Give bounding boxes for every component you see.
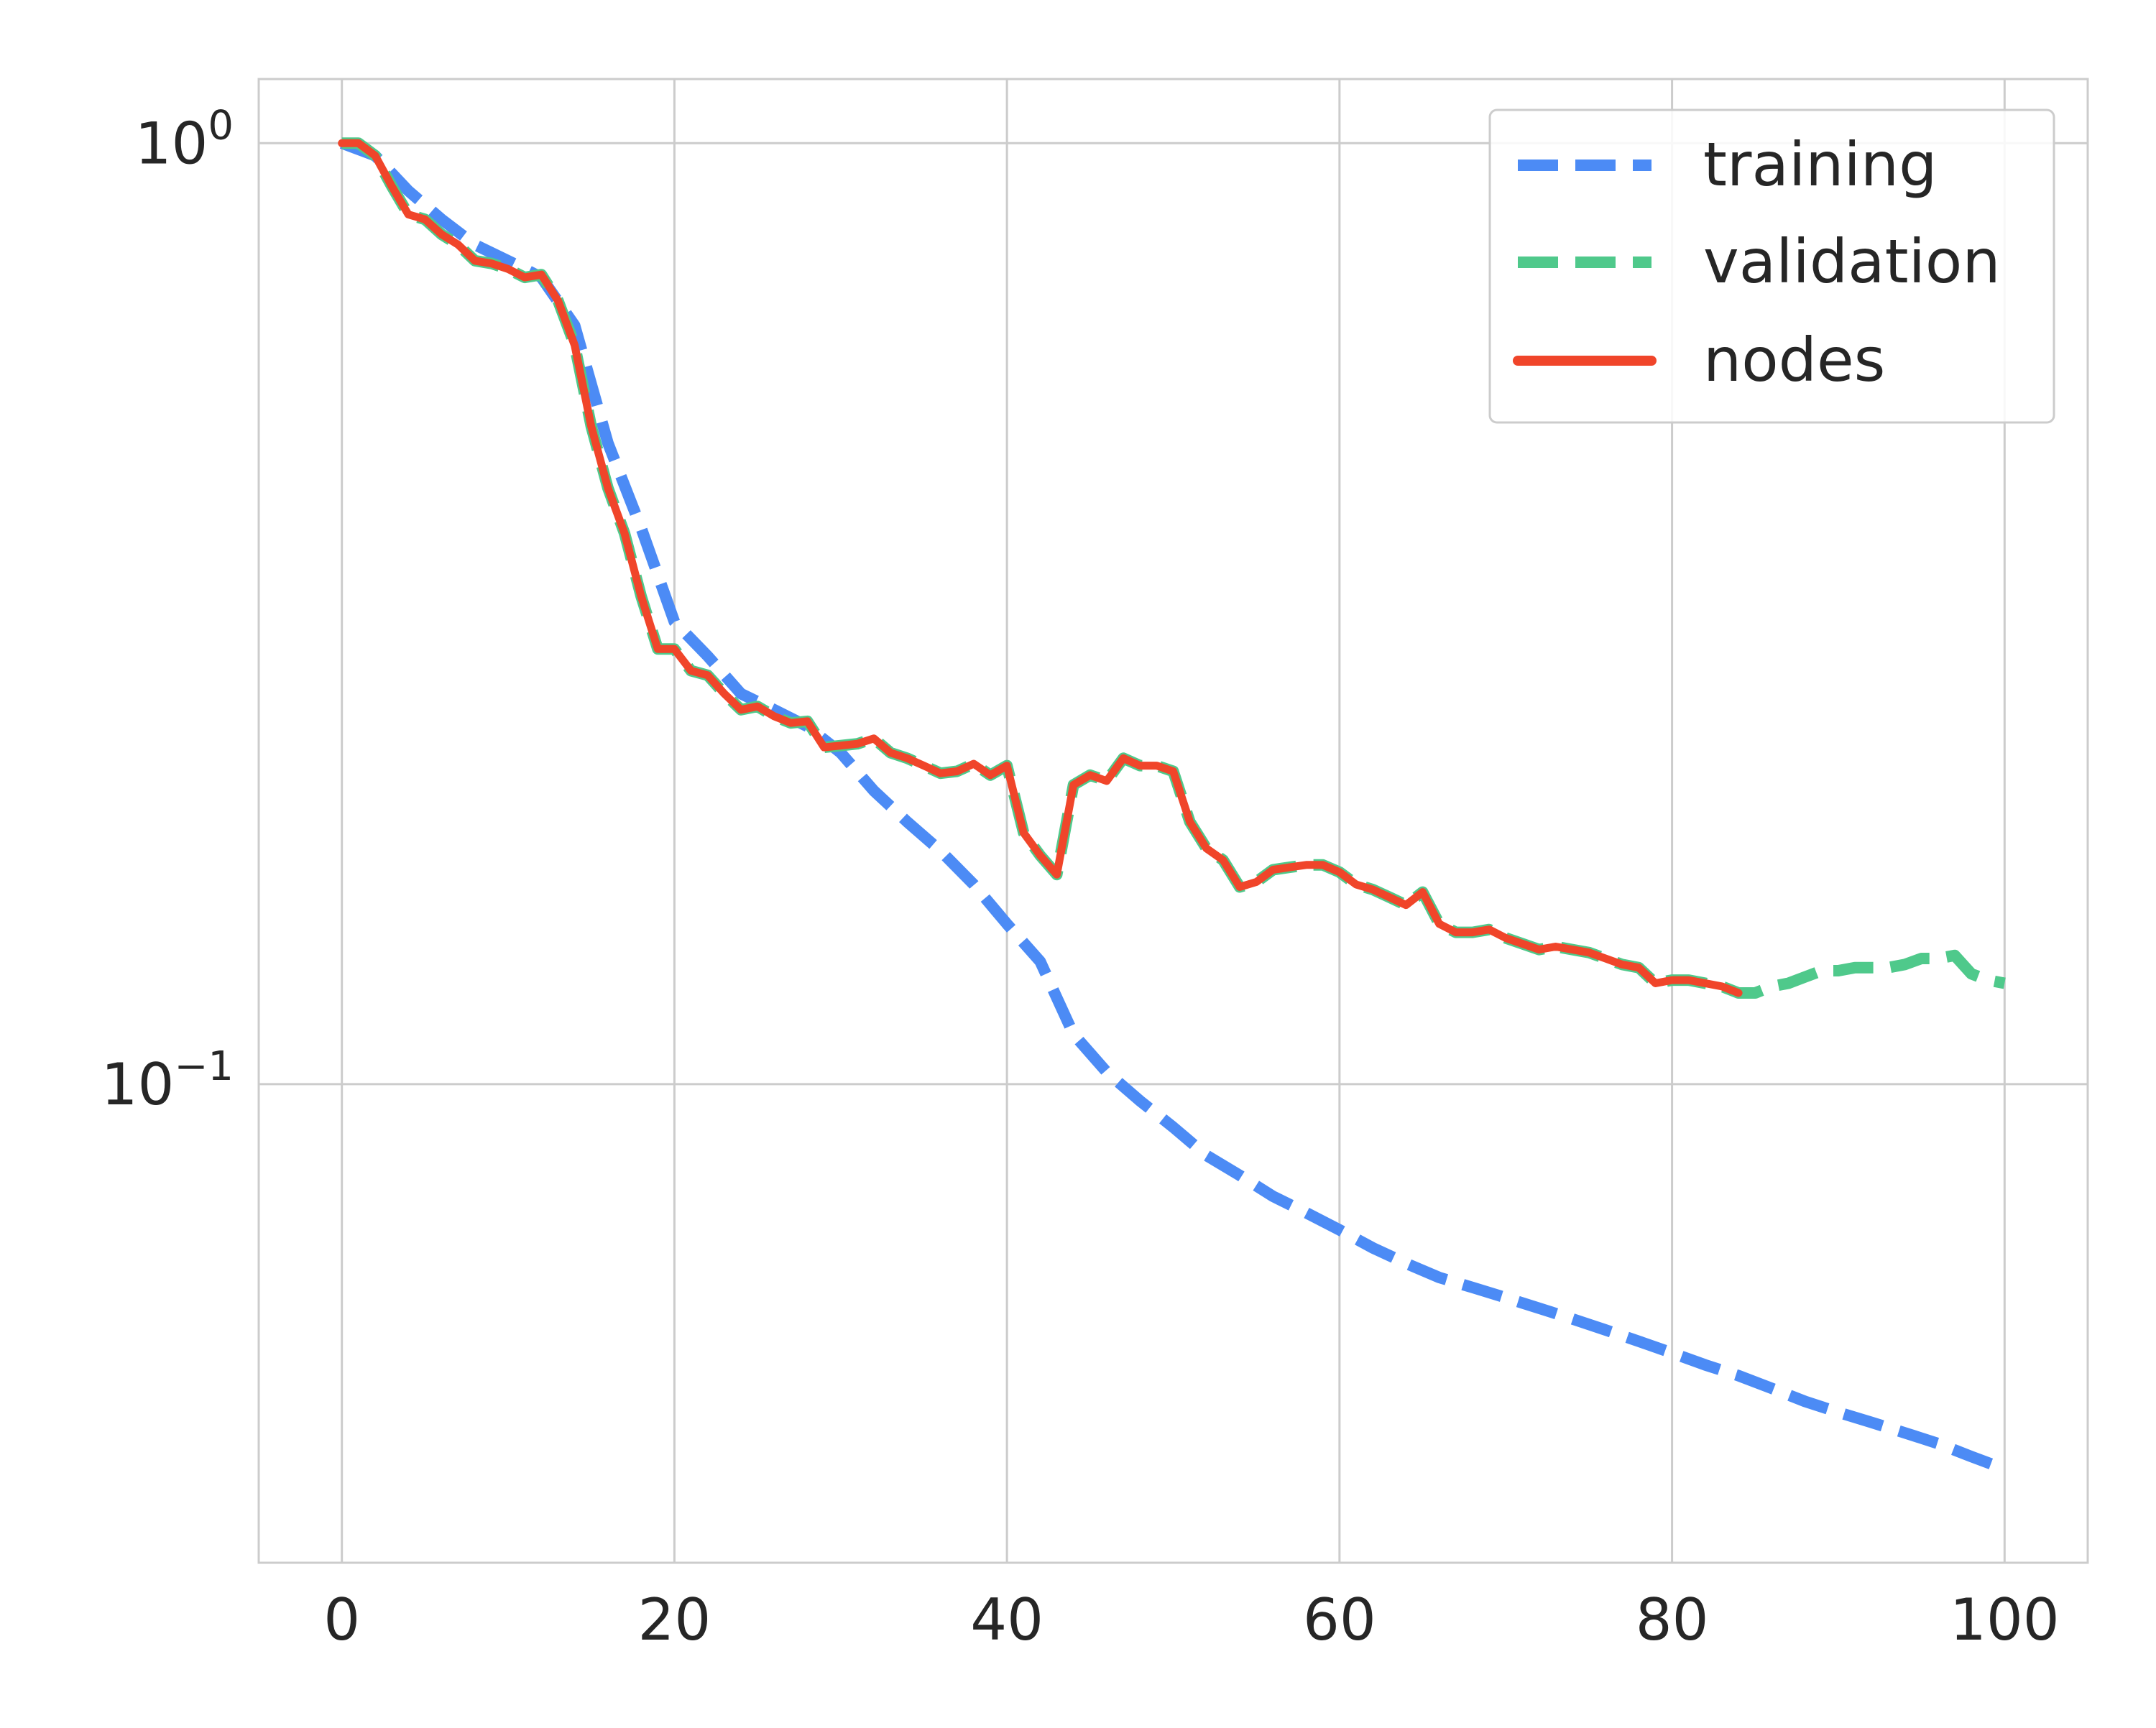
legend-label-nodes: nodes <box>1703 325 1885 395</box>
x-tick-label: 80 <box>1636 1586 1709 1653</box>
legend: training validation nodes <box>1488 108 2055 424</box>
x-axis-ticks: 0 20 40 60 80 100 <box>323 1586 2059 1653</box>
y-axis-ticks: 100 10−1 <box>101 102 234 1118</box>
x-tick-label: 0 <box>323 1586 360 1653</box>
series-line-nodes <box>338 139 1743 997</box>
series-line-training <box>339 137 2007 1474</box>
y-tick-label: 100 <box>135 102 234 177</box>
x-tick-label: 60 <box>1303 1586 1376 1653</box>
plot-frame <box>257 78 2089 1564</box>
x-tick-label: 40 <box>970 1586 1044 1653</box>
y-tick-label: 10−1 <box>101 1043 234 1118</box>
x-tick-label: 100 <box>1950 1586 2060 1653</box>
x-tick-label: 20 <box>638 1586 711 1653</box>
legend-label-validation: validation <box>1703 226 2001 297</box>
legend-label-training: training <box>1703 129 1937 200</box>
series-group <box>338 137 2007 1474</box>
legend-box <box>1488 108 2055 424</box>
